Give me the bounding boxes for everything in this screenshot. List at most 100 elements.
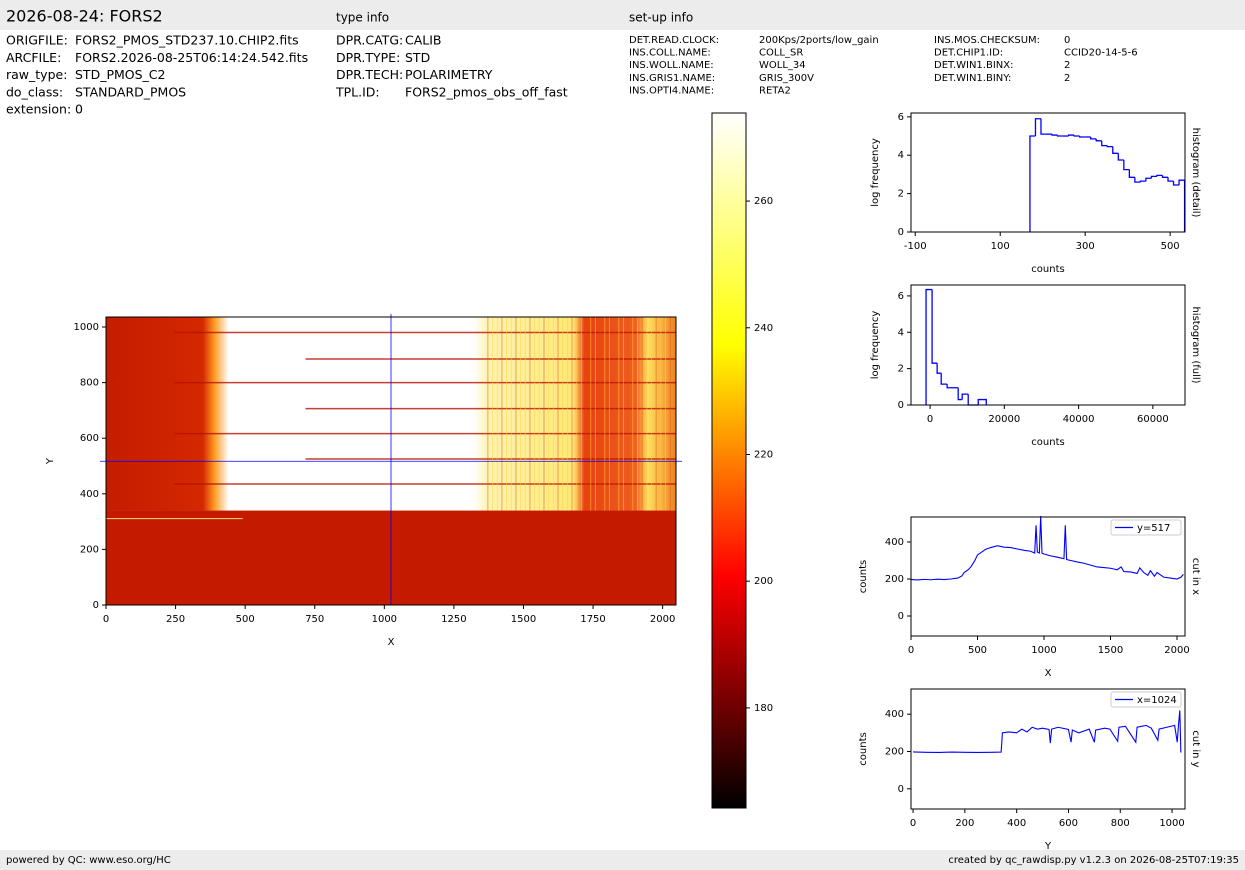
info-value: RETA2 [759, 85, 791, 96]
histogram-bin [957, 387, 963, 401]
data-line [910, 516, 1184, 581]
info-value: STD_PMOS_C2 [75, 67, 165, 82]
info-value: 0 [1064, 35, 1070, 46]
histogram-bin [961, 393, 969, 400]
histogram-bin [1172, 181, 1180, 186]
x-tick-label: 600 [1059, 818, 1078, 829]
info-key: DPR.CATG: [336, 33, 403, 48]
y-axis-label: counts [858, 560, 869, 593]
y-tick-label: 600 [80, 433, 99, 444]
y-tick-label: 400 [885, 709, 904, 720]
histogram-bin [1156, 174, 1163, 177]
x-tick-label: 0 [908, 645, 914, 656]
histogram-bin [1139, 180, 1146, 183]
histogram-bin [925, 288, 933, 405]
y-tick-label: 6 [898, 291, 904, 302]
histogram-bin [1073, 135, 1080, 137]
footer-left: powered by QC: www.eso.org/HC [6, 855, 171, 866]
histogram-bin [1034, 118, 1041, 137]
side-label: cut in y [1190, 730, 1201, 767]
histogram-bin [936, 363, 942, 374]
y-tick-label: 0 [898, 227, 904, 238]
y-tick-label: 260 [754, 196, 773, 207]
colorbar [711, 112, 747, 809]
histogram-bin [1128, 169, 1135, 178]
histogram-bin [1150, 175, 1157, 179]
x-axis-label: Y [1044, 841, 1052, 852]
x-tick-label: 0 [103, 614, 109, 625]
histogram-bin [931, 289, 938, 364]
plot-frame [910, 112, 1186, 233]
info-value: GRIS_300V [759, 73, 814, 84]
x-tick-label: 1500 [1098, 645, 1123, 656]
y-tick-label: 400 [80, 489, 99, 500]
histogram-bin [1040, 118, 1047, 135]
info-key: DET.WIN1.BINX: [934, 60, 1014, 71]
info-value: WOLL_34 [759, 60, 806, 71]
x-tick-label: 2000 [650, 614, 675, 625]
y-tick-label: 200 [754, 576, 773, 587]
plot-frame [105, 316, 677, 606]
y-tick-label: 2 [898, 189, 904, 200]
x-tick-label: 1000 [1159, 818, 1184, 829]
setup-heading: set-up info [629, 11, 693, 25]
y-tick-label: 2 [898, 364, 904, 375]
x-tick-label: 500 [236, 614, 255, 625]
plot-frame [910, 688, 1186, 810]
x-tick-label: 500 [1161, 241, 1180, 252]
info-key: ORIGFILE: [6, 33, 68, 48]
x-tick-label: 1250 [441, 614, 466, 625]
info-value: 2 [1064, 60, 1070, 71]
x-tick-label: 0 [910, 818, 916, 829]
histogram-bin [940, 373, 948, 385]
info-key: INS.GRIS1.NAME: [629, 73, 715, 84]
histogram-bin [1112, 146, 1119, 154]
legend-box [1110, 519, 1182, 536]
y-tick-label: 220 [754, 449, 773, 460]
x-tick-label: 1750 [580, 614, 605, 625]
histogram-bin [1056, 135, 1064, 137]
side-label: histogram (detail) [1190, 128, 1201, 218]
histogram-bin [977, 398, 987, 405]
y-tick-label: 4 [898, 150, 904, 161]
info-key: do_class: [6, 84, 63, 99]
side-label: cut in x [1190, 558, 1201, 595]
y-tick-label: 200 [80, 544, 99, 555]
info-key: INS.WOLL.NAME: [629, 60, 714, 71]
y-axis-label: log frequency [870, 138, 881, 207]
y-tick-label: 1000 [74, 322, 99, 333]
info-key: raw_type: [6, 67, 67, 82]
info-key: DPR.TYPE: [336, 50, 400, 65]
info-value: STANDARD_PMOS [75, 84, 186, 99]
y-axis-label: log frequency [870, 311, 881, 380]
histogram-bin [967, 394, 979, 406]
x-tick-label: 300 [1076, 241, 1095, 252]
x-tick-label: 250 [166, 614, 185, 625]
info-value: COLL_SR [759, 48, 803, 59]
x-tick-label: -100 [904, 241, 927, 252]
side-label: histogram (full) [1190, 306, 1201, 383]
x-tick-label: 400 [1007, 818, 1026, 829]
info-value: 200Kps/2ports/low_gain [759, 35, 879, 46]
x-tick-label: 100 [991, 241, 1010, 252]
info-value: CCID20-14-5-6 [1064, 48, 1138, 59]
x-tick-label: 40000 [1063, 414, 1095, 425]
histogram-bin [1090, 136, 1097, 140]
y-tick-label: 0 [898, 400, 904, 411]
info-value: POLARIMETRY [405, 67, 493, 82]
info-key: DET.CHIP1.ID: [934, 48, 1003, 59]
x-tick-label: 1000 [372, 614, 397, 625]
x-tick-label: 200 [955, 818, 974, 829]
info-value: STD [405, 50, 430, 65]
legend-box [1110, 691, 1182, 708]
info-value: FORS2_pmos_obs_off_fast [405, 84, 568, 99]
x-axis-label: X [388, 637, 395, 648]
x-tick-label: 2000 [1164, 645, 1189, 656]
histogram-bin [1134, 177, 1141, 183]
info-key: INS.MOS.CHECKSUM: [934, 35, 1040, 46]
y-tick-label: 0 [898, 611, 904, 622]
y-tick-label: 200 [885, 747, 904, 758]
y-tick-label: 0 [898, 784, 904, 795]
info-key: DET.READ.CLOCK: [629, 35, 719, 46]
